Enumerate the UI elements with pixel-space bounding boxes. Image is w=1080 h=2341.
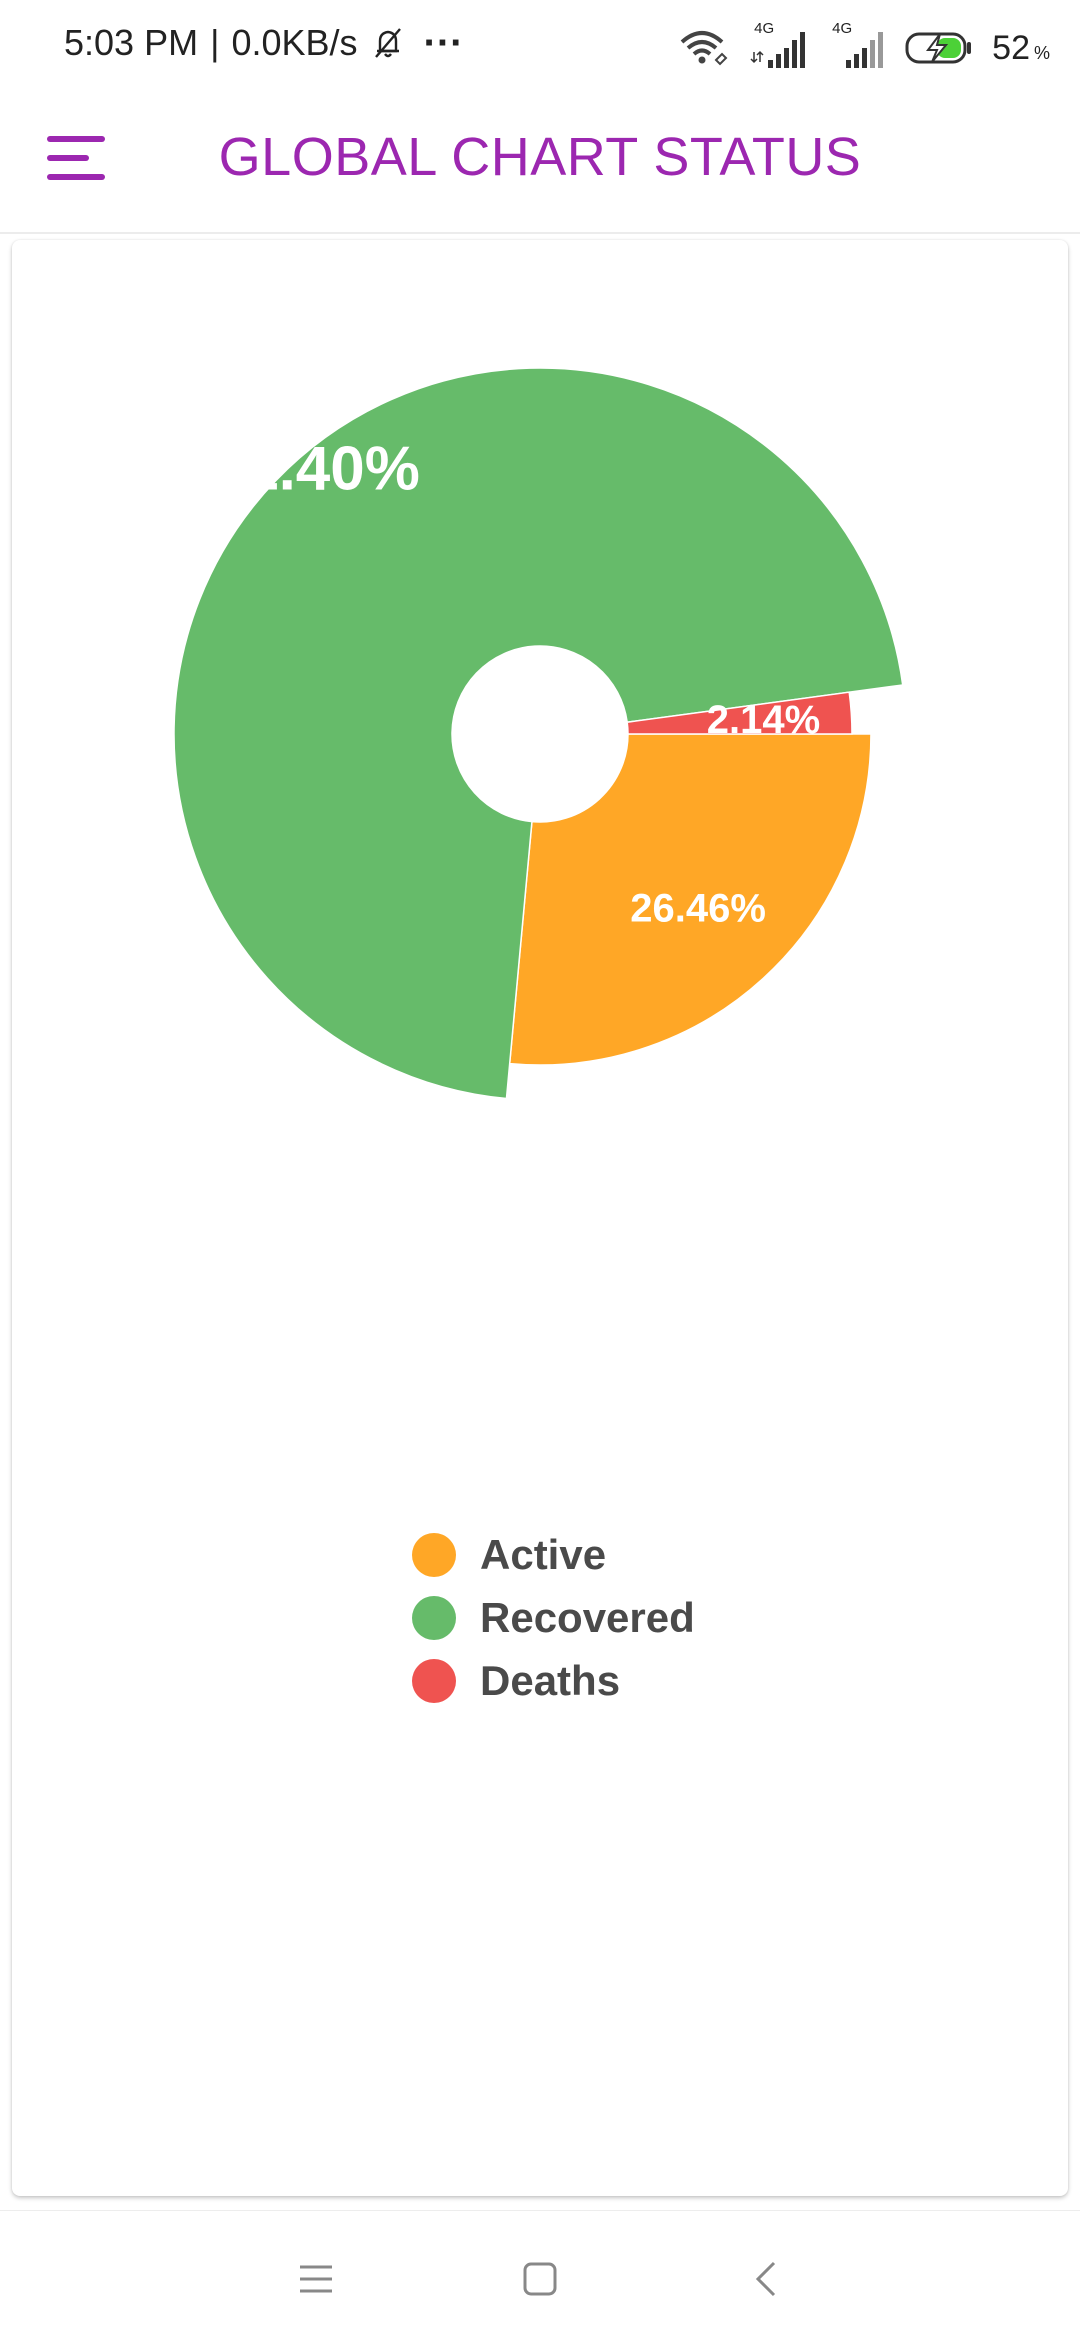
status-time: 5:03 PM	[64, 22, 199, 63]
legend-item-deaths[interactable]: Deaths	[412, 1649, 695, 1712]
legend-swatch	[412, 1658, 456, 1703]
chart-card: 26.46% 71.40% 2.14% Active Recovered Deaths	[12, 240, 1068, 2196]
status-right: 4G 4G	[678, 20, 1050, 74]
bell-off-icon	[368, 23, 408, 63]
recent-apps-icon	[286, 2265, 346, 2313]
wifi-icon	[678, 26, 730, 70]
back-button[interactable]	[738, 2249, 798, 2309]
pie-slice-recovered[interactable]	[173, 367, 904, 1100]
chart-legend: Active Recovered Deaths	[412, 1523, 695, 1712]
legend-swatch	[412, 1595, 456, 1640]
system-nav-bar	[0, 2210, 1080, 2341]
legend-label: Active	[480, 1530, 607, 1578]
back-icon	[738, 2261, 798, 2313]
battery-percent: 52%	[992, 28, 1050, 67]
network-speed: 0.0KB/s	[231, 22, 358, 63]
more-dots: ···	[423, 21, 464, 65]
home-icon	[510, 2262, 570, 2313]
status-separator: |	[210, 22, 220, 63]
app-bar: GLOBAL CHART STATUS	[0, 96, 1080, 234]
signal-icon: 4G	[748, 20, 808, 72]
signal-icon: 4G	[826, 20, 886, 72]
legend-label: Deaths	[480, 1656, 621, 1704]
pie-chart: 26.46% 71.40% 2.14%	[173, 367, 904, 1100]
pie-label-recovered: 71.40%	[210, 434, 420, 503]
pie-slice-deaths[interactable]	[626, 691, 853, 735]
legend-swatch	[412, 1532, 456, 1577]
home-button[interactable]	[510, 2249, 570, 2309]
menu-button[interactable]	[40, 124, 112, 196]
legend-item-active[interactable]: Active	[412, 1523, 695, 1586]
recent-apps-button[interactable]	[286, 2249, 346, 2309]
pie-label-deaths: 2.14%	[707, 698, 820, 742]
page-title: GLOBAL CHART STATUS	[218, 127, 862, 187]
status-left: 5:03 PM | 0.0KB/s ···	[64, 22, 463, 64]
pie-slice-active[interactable]	[508, 733, 872, 1066]
legend-item-recovered[interactable]: Recovered	[412, 1586, 695, 1649]
menu-icon	[46, 133, 106, 188]
status-bar: 5:03 PM | 0.0KB/s ··· 4G	[0, 0, 1080, 96]
legend-label: Recovered	[480, 1593, 695, 1641]
battery-charging-icon	[904, 28, 974, 68]
pie-label-active: 26.46%	[630, 886, 766, 930]
